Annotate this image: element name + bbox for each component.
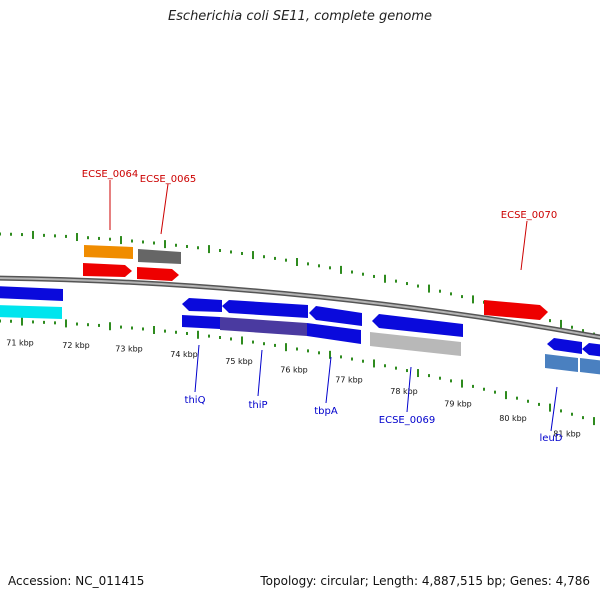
scale-tick-label: 76 kbp (280, 365, 308, 374)
gene-blue-arrow-1[interactable] (182, 298, 222, 312)
inner-tick-track (0, 317, 595, 426)
gene-label-leuD[interactable]: leuD (540, 433, 563, 444)
gene-label-ECSE_0070[interactable]: ECSE_0070 (501, 210, 557, 221)
gene-label-thiP[interactable]: thiP (248, 400, 267, 411)
leader-thiP (257, 349, 263, 397)
scale-tick-label: 72 kbp (62, 341, 90, 350)
gene-thiP-feature[interactable] (220, 317, 307, 336)
gene-blue-left[interactable] (0, 286, 63, 301)
gene-label-ECSE_0064[interactable]: ECSE_0064 (82, 169, 138, 180)
leader-thiQ (194, 344, 200, 393)
genome-backbone-highlight (0, 277, 600, 339)
gene-steel-right[interactable] (580, 358, 600, 375)
gene-blue-arrow-3[interactable] (309, 306, 362, 326)
scale-tick-label: 71 kbp (6, 339, 34, 348)
leader-leuD (550, 386, 558, 432)
scale-tick-label: 78 kbp (390, 387, 418, 396)
gene-blue-arrow-6[interactable] (582, 343, 600, 357)
gene-blue-arrow-5[interactable] (547, 338, 582, 354)
genome-summary-text: Topology: circular; Length: 4,887,515 bp… (260, 574, 590, 588)
gene-ECSE_0069-feature[interactable] (370, 332, 461, 356)
gene-ECSE_0070-feature[interactable] (484, 300, 548, 320)
gene-cyan-left[interactable] (0, 305, 62, 319)
leader-ECSE_0069 (406, 366, 412, 413)
scale-tick-label: 77 kbp (335, 375, 363, 384)
gene-blue-arrow-2[interactable] (222, 300, 308, 318)
leader-tbpA (325, 356, 332, 404)
map-title: Escherichia coli SE11, complete genome (167, 9, 433, 24)
gene-blue-arrow-4[interactable] (372, 314, 463, 337)
gene-ECSE_0065-feature[interactable] (138, 249, 181, 264)
scale-tick-label: 75 kbp (225, 357, 253, 366)
gene-ECSE_0064-feature[interactable] (84, 245, 133, 259)
scale-tick-label: 74 kbp (170, 350, 198, 359)
gene-label-ECSE_0065[interactable]: ECSE_0065 (140, 174, 196, 185)
gene-red-arrow-1[interactable] (83, 263, 132, 277)
scale-tick-label: 80 kbp (499, 414, 527, 423)
gene-label-tbpA[interactable]: tbpA (314, 406, 338, 417)
scale-tick-label: 79 kbp (444, 400, 472, 409)
leader-ECSE_0070 (520, 220, 528, 271)
gene-thiQ-feature[interactable] (182, 315, 220, 329)
accession-text: Accession: NC_011415 (8, 574, 145, 588)
gene-label-ECSE_0069[interactable]: ECSE_0069 (379, 415, 435, 426)
gene-tbpA-feature[interactable] (307, 323, 361, 344)
scale-tick-label: 73 kbp (115, 345, 143, 354)
gene-red-arrow-2[interactable] (137, 267, 179, 281)
scale-labels: 71 kbp 72 kbp 73 kbp 74 kbp 75 kbp 76 kbp 77 k… (6, 339, 581, 439)
gene-leuD-feature[interactable] (545, 354, 578, 372)
leader-ECSE_0065 (160, 183, 169, 235)
scale-tick-label: 81 kbp (553, 430, 581, 439)
gene-label-group: ECSE_0064 ECSE_0065 ECSE_0070 thiQ thiP … (82, 169, 563, 444)
gene-label-thiQ[interactable]: thiQ (185, 395, 206, 406)
